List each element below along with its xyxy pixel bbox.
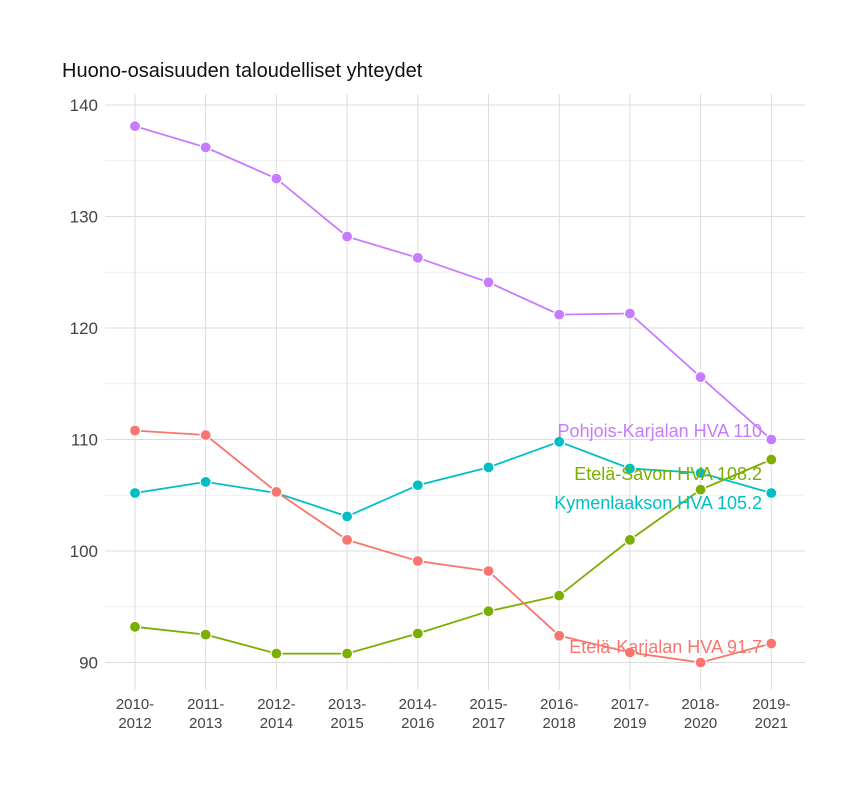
x-tick-label: 2017-2019 <box>611 696 649 732</box>
data-point <box>482 461 495 474</box>
data-point <box>553 629 566 642</box>
data-point <box>270 485 283 499</box>
data-point <box>482 276 495 289</box>
data-point <box>341 647 354 660</box>
y-tick-label: 120 <box>70 319 98 338</box>
data-point <box>270 647 283 660</box>
data-point <box>199 475 212 488</box>
data-point <box>199 428 212 442</box>
x-tick-label: 2010-2012 <box>116 696 154 732</box>
x-tick-label: 2014-2016 <box>399 696 437 732</box>
y-tick-label: 130 <box>70 208 98 227</box>
data-point <box>341 230 354 243</box>
x-tick-label: 2011-2013 <box>187 696 224 732</box>
y-tick-label: 140 <box>70 96 98 115</box>
data-point <box>128 120 142 133</box>
data-point <box>411 479 424 492</box>
series-line-2 <box>134 440 772 518</box>
series-end-label: Etelä-Savon HVA 108.2 <box>574 464 762 484</box>
x-tick-label: 2015-2017 <box>469 696 507 732</box>
data-point <box>694 370 707 384</box>
data-point <box>341 510 354 523</box>
x-tick-label: 2019-2021 <box>752 696 790 732</box>
data-point <box>199 141 212 154</box>
data-point <box>694 466 707 480</box>
data-point <box>623 307 637 320</box>
series-end-labels: Pohjois-Karjalan HVA 110 Etelä-Savon HVA … <box>554 421 762 657</box>
data-point <box>411 627 424 640</box>
data-point <box>765 453 778 466</box>
data-point <box>482 564 495 578</box>
data-point <box>765 433 778 446</box>
data-point <box>623 533 637 546</box>
x-tick-label: 2018-2020 <box>681 696 719 732</box>
series-line-1 <box>134 458 772 655</box>
y-tick-label: 110 <box>71 431 98 450</box>
x-tick-label: 2016-2018 <box>540 696 578 732</box>
data-point <box>623 462 637 475</box>
data-point <box>341 533 354 546</box>
data-series <box>128 120 778 669</box>
x-tick-label: 2012-2014 <box>257 696 295 732</box>
data-point <box>553 435 566 448</box>
data-point <box>623 646 637 659</box>
chart-title: Huono-osaisuuden taloudelliset yhteydet <box>62 60 423 82</box>
data-point <box>765 637 778 650</box>
data-point <box>694 483 707 496</box>
series-end-label: Pohjois-Karjalan HVA 110 <box>558 421 762 441</box>
data-point <box>694 656 707 669</box>
series-line-0 <box>134 125 772 441</box>
axis-ticks: 90 100 110 120 130 140 2010-2012 2011-2013 2012-… <box>70 96 791 732</box>
series-end-label: Etelä-Karjalan HVA 91.7 <box>569 637 762 657</box>
data-point <box>553 308 566 321</box>
x-tick-label: 2013-2015 <box>328 696 366 732</box>
data-point <box>128 486 142 500</box>
data-point <box>482 605 495 618</box>
y-tick-label: 100 <box>70 542 98 561</box>
data-point <box>128 424 142 437</box>
data-point <box>553 589 566 602</box>
data-point <box>270 172 283 185</box>
data-point <box>411 554 424 568</box>
series-line-3 <box>134 429 772 664</box>
data-point <box>411 251 424 264</box>
data-point <box>199 628 212 641</box>
y-tick-label: 90 <box>79 654 98 673</box>
gridlines <box>105 94 805 690</box>
series-end-label: Kymenlaakson HVA 105.2 <box>554 493 762 513</box>
data-point <box>765 486 778 500</box>
data-point <box>128 620 142 633</box>
